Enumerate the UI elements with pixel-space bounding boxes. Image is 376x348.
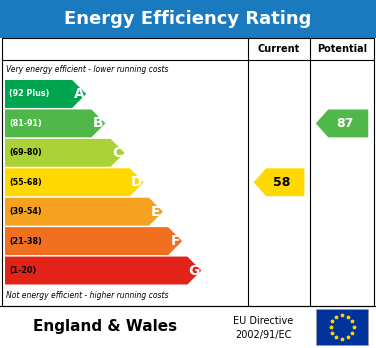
Polygon shape [5,109,105,137]
Text: D: D [131,175,143,189]
Text: Not energy efficient - higher running costs: Not energy efficient - higher running co… [6,292,168,301]
Text: EU Directive: EU Directive [233,316,293,326]
Text: Very energy efficient - lower running costs: Very energy efficient - lower running co… [6,65,168,74]
Text: G: G [189,263,200,278]
Polygon shape [5,139,124,167]
Text: 2002/91/EC: 2002/91/EC [235,330,291,340]
Bar [0,0,376,38]
Text: Energy Efficiency Rating: Energy Efficiency Rating [64,10,312,28]
Text: 87: 87 [336,117,353,130]
Text: A: A [74,87,85,101]
Text: (1-20): (1-20) [9,266,36,275]
Text: (55-68): (55-68) [9,178,42,187]
Polygon shape [253,168,305,196]
Polygon shape [5,168,144,196]
Bar [316,309,368,345]
Text: (69-80): (69-80) [9,148,42,157]
Text: F: F [170,234,180,248]
Polygon shape [5,198,163,226]
Bar [2,38,374,306]
Text: Current: Current [258,44,300,54]
Text: (92 Plus): (92 Plus) [9,89,49,98]
Text: E: E [151,205,161,219]
Polygon shape [316,109,368,137]
Text: (21-38): (21-38) [9,237,42,246]
Text: (81-91): (81-91) [9,119,42,128]
Polygon shape [5,227,182,255]
Text: 58: 58 [273,176,290,189]
Text: B: B [93,116,104,130]
Polygon shape [5,256,202,285]
Text: England & Wales: England & Wales [33,319,177,334]
Text: (39-54): (39-54) [9,207,42,216]
Text: C: C [112,146,123,160]
Polygon shape [5,80,86,108]
Text: Potential: Potential [317,44,367,54]
